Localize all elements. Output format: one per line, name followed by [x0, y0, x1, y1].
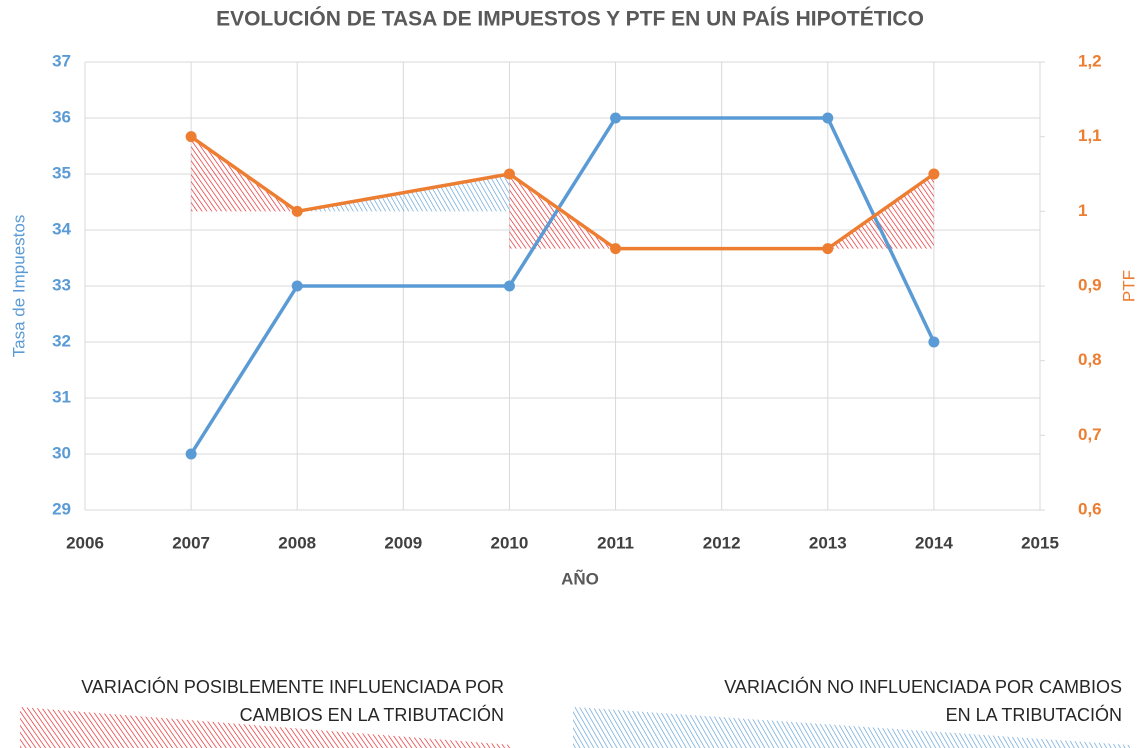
y2-tick-label: 1,1	[1078, 126, 1102, 145]
y-axis-label: Tasa de Impuestos	[9, 215, 28, 358]
y-tick-label: 29	[52, 499, 71, 518]
x-tick-label: 2012	[703, 533, 741, 552]
y2-tick-label: 0,8	[1078, 350, 1102, 369]
legend-label: CAMBIOS EN LA TRIBUTACIÓN	[240, 704, 504, 725]
legend-swatch	[20, 707, 512, 748]
x-tick-label: 2011	[597, 533, 634, 552]
x-tick-label: 2009	[384, 533, 422, 552]
x-tick-label: 2010	[491, 533, 529, 552]
point	[503, 280, 515, 292]
series-line	[189, 116, 936, 455]
y-tick-label: 35	[52, 163, 71, 182]
point	[610, 112, 622, 124]
legend-label: EN LA TRIBUTACIÓN	[946, 704, 1122, 725]
point	[928, 168, 940, 180]
legend-swatch	[573, 707, 1130, 748]
point	[822, 112, 834, 124]
y-tick-label: 34	[52, 219, 71, 238]
y2-tick-label: 0,9	[1078, 275, 1102, 294]
point	[291, 205, 303, 217]
legend-label: VARIACIÓN NO INFLUENCIADA POR CAMBIOS	[724, 676, 1122, 697]
x-tick-label: 2014	[915, 533, 953, 552]
chart-title: EVOLUCIÓN DE TASA DE IMPUESTOS Y PTF EN …	[216, 7, 924, 31]
point	[503, 168, 515, 180]
x-tick-label: 2006	[66, 533, 104, 552]
y2-tick-label: 1,2	[1078, 51, 1102, 70]
legend-label: VARIACIÓN POSIBLEMENTE INFLUENCIADA POR	[81, 676, 504, 697]
x-tick-label: 2007	[172, 533, 210, 552]
point	[928, 336, 940, 348]
y-tick-label: 31	[52, 387, 71, 406]
point	[291, 280, 303, 292]
y2-axis-label: PTF	[1119, 270, 1138, 302]
y2-tick-label: 1	[1078, 201, 1087, 220]
point	[185, 448, 197, 460]
y-tick-label: 30	[52, 443, 71, 462]
x-tick-label: 2015	[1021, 533, 1059, 552]
y-tick-label: 33	[52, 275, 71, 294]
series-line	[190, 135, 935, 251]
x-axis-label: AÑO	[561, 568, 599, 588]
y2-tick-label: 0,7	[1078, 425, 1102, 444]
point	[185, 131, 197, 143]
point	[610, 243, 622, 255]
y2-tick-label: 0,6	[1078, 499, 1102, 518]
x-tick-label: 2013	[809, 533, 847, 552]
y-tick-label: 36	[52, 107, 71, 126]
y-tick-label: 32	[52, 331, 71, 350]
y-tick-label: 37	[52, 51, 71, 70]
point	[822, 243, 834, 255]
x-tick-label: 2008	[278, 533, 316, 552]
